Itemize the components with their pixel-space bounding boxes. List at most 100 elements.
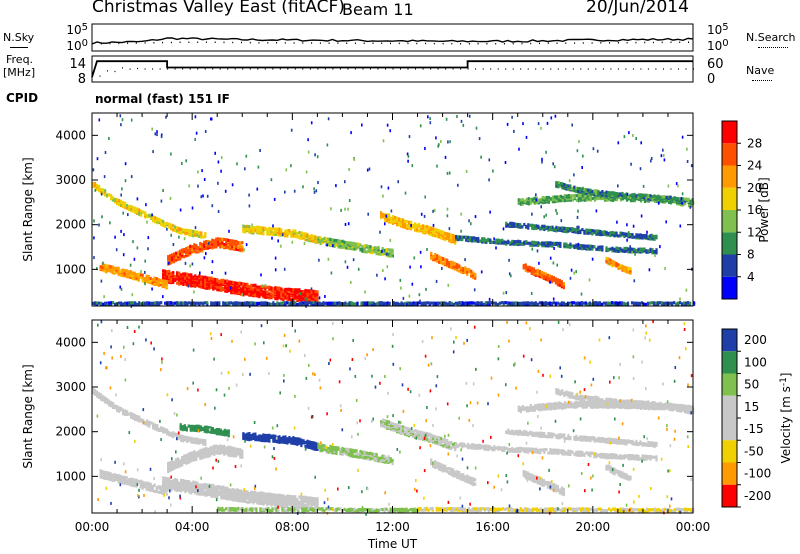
power-echo-cell xyxy=(591,244,594,249)
power-echo-cell xyxy=(452,262,455,267)
power-echo-cell xyxy=(472,271,475,275)
power-echo-cell xyxy=(163,285,166,289)
power-echo-cell xyxy=(569,244,572,248)
power-scatter-cell xyxy=(432,209,434,213)
power-echo-cell xyxy=(593,229,596,233)
power-echo-cell xyxy=(210,276,213,280)
power-echo-cell xyxy=(298,235,301,239)
power-echo-cell xyxy=(226,287,229,291)
power-echo-cell xyxy=(467,237,470,241)
power-echo-cell xyxy=(308,301,311,305)
power-echo-cell xyxy=(215,243,218,247)
power-echo-cell xyxy=(178,226,181,231)
power-echo-cell xyxy=(363,248,366,252)
power-echo-cell xyxy=(157,279,160,283)
power-echo-cell xyxy=(543,224,546,228)
power-scatter-cell xyxy=(397,180,399,184)
velocity-echo-cell xyxy=(290,501,293,505)
power-scatter-cell xyxy=(165,301,167,305)
velocity-echo-cell xyxy=(274,498,277,502)
power-echo-cell xyxy=(354,302,357,306)
power-echo-cell xyxy=(496,302,499,307)
power-echo-cell xyxy=(531,243,534,247)
power-echo-cell xyxy=(365,250,368,254)
power-echo-cell xyxy=(292,229,295,233)
velocity-echo-cell xyxy=(159,485,162,489)
velocity-echo-cell xyxy=(131,477,134,481)
power-echo-cell xyxy=(239,241,242,245)
power-echo-cell xyxy=(538,274,541,279)
power-echo-cell xyxy=(471,239,474,243)
power-echo-cell xyxy=(333,242,336,247)
power-echo-cell xyxy=(192,234,195,238)
velocity-echo-cell xyxy=(244,433,247,437)
power-echo-cell xyxy=(284,229,287,233)
power-echo-cell xyxy=(438,232,441,237)
power-echo-cell xyxy=(242,282,245,286)
power-echo-cell xyxy=(306,289,309,293)
velocity-echo-cell xyxy=(176,432,179,437)
power-echo-cell xyxy=(438,230,441,235)
velocity-echo-cell xyxy=(175,461,178,465)
velocity-echo-cell xyxy=(160,428,163,432)
power-echo-cell xyxy=(202,301,205,305)
power-scatter-cell xyxy=(409,265,411,269)
power-scatter-cell xyxy=(662,154,665,157)
velocity-echo-cell xyxy=(274,501,277,505)
power-echo-cell xyxy=(278,292,281,296)
power-scatter-cell xyxy=(505,291,508,295)
power-echo-cell xyxy=(389,251,392,255)
velocity-echo-cell xyxy=(117,476,120,480)
power-echo-cell xyxy=(595,229,598,233)
velocity-echo-cell xyxy=(166,484,169,488)
power-echo-cell xyxy=(579,194,582,198)
power-scatter-cell xyxy=(382,194,384,198)
power-echo-cell xyxy=(655,234,658,238)
power-echo-cell xyxy=(187,245,190,250)
power-scatter-cell xyxy=(478,137,481,141)
power-scatter-cell xyxy=(347,207,349,211)
power-scatter-cell xyxy=(193,290,195,294)
power-scatter-cell xyxy=(302,185,304,189)
power-echo-cell xyxy=(450,264,453,268)
power-echo-cell xyxy=(655,198,658,202)
power-echo-cell xyxy=(190,277,193,281)
velocity-echo-cell xyxy=(116,407,119,411)
power-echo-cell xyxy=(530,270,533,274)
velocity-echo-cell xyxy=(256,499,259,503)
velocity-echo-cell xyxy=(229,454,232,458)
power-echo-band xyxy=(555,181,694,206)
power-echo-cell xyxy=(422,231,425,235)
power-echo-cell xyxy=(337,245,340,249)
power-scatter-cell xyxy=(587,194,589,198)
velocity-echo-cell xyxy=(103,473,106,477)
power-echo-cell xyxy=(591,196,594,201)
power-scatter-cell xyxy=(185,159,187,163)
power-echo-cell xyxy=(168,301,171,305)
power-echo-cell xyxy=(178,271,181,275)
power-scatter-cell xyxy=(96,157,99,161)
power-echo-cell xyxy=(536,272,539,276)
power-echo-cell xyxy=(125,269,128,273)
power-scatter-cell xyxy=(197,170,199,174)
power-echo-cell xyxy=(537,198,540,202)
velocity-echo-cell xyxy=(248,433,251,438)
power-echo-cell xyxy=(629,247,632,251)
power-echo-cell xyxy=(264,226,267,230)
power-echo-cell xyxy=(280,290,283,294)
power-scatter-cell xyxy=(123,233,125,237)
velocity-echo-cell xyxy=(211,445,214,449)
power-echo-cell xyxy=(208,276,211,280)
power-echo-cell xyxy=(633,247,636,251)
power-echo-cell xyxy=(151,280,154,284)
power-echo-cell xyxy=(117,266,120,270)
velocity-echo-cell xyxy=(228,488,231,492)
power-echo-cell xyxy=(575,198,578,202)
power-echo-cell xyxy=(186,272,189,276)
power-echo-cell xyxy=(524,263,527,267)
power-echo-cell xyxy=(604,301,608,305)
power-echo-cell xyxy=(198,281,201,285)
velocity-echo-cell xyxy=(192,440,195,444)
velocity-echo-cell xyxy=(224,486,227,490)
power-echo-cell xyxy=(256,292,259,296)
